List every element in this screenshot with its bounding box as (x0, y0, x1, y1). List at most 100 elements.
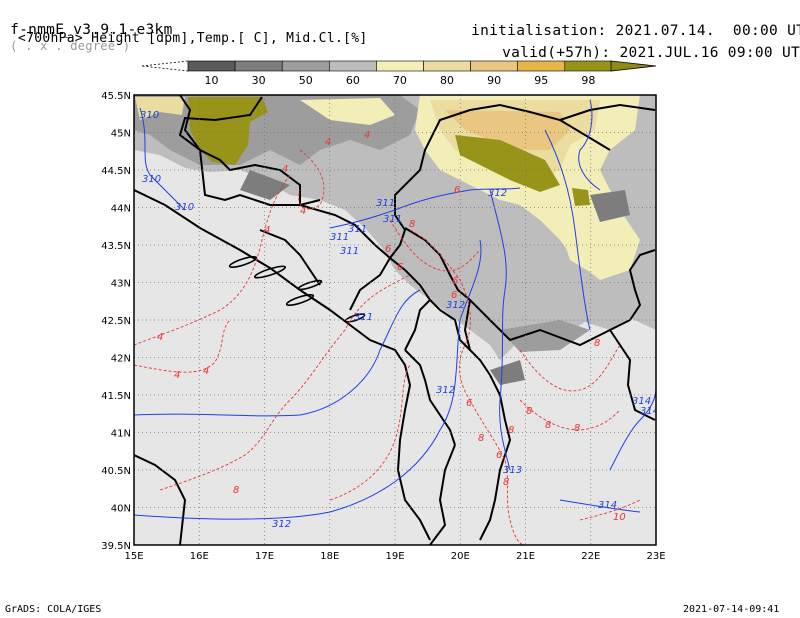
lat-tick-label: 40N (111, 504, 131, 515)
lat-tick-label: 44.5N (101, 166, 131, 177)
temp-contour-label: 6 (385, 244, 391, 255)
valid-label: valid(+57h): (502, 45, 611, 61)
height-contour-label: 311 (340, 246, 359, 257)
colorbar-high-triangle (610, 60, 657, 72)
height-contour-label: 311 (348, 224, 367, 235)
model-title: f-nmmE_v3.9.1-e3km ( . x . degree ) (0, 6, 173, 54)
lat-tick-label: 44N (111, 204, 131, 215)
temp-contour-label: 8 (508, 425, 514, 436)
lon-tick-label: 23E (646, 551, 665, 562)
colorbar-label: 50 (299, 74, 313, 87)
init-line: initialisation: 2021.07.14. 00:00 UTC (453, 7, 800, 39)
lon-tick-label: 19E (385, 551, 404, 562)
height-contour-label: 313 (503, 465, 522, 476)
lat-tick-label: 45N (111, 129, 131, 140)
lat-tick-label: 42N (111, 354, 131, 365)
footer-credit: GrADS: COLA/IGES (5, 604, 102, 615)
height-contour-label: 310 (175, 202, 194, 213)
temp-contour-label: 4 (157, 332, 163, 343)
height-contour-label: 311 (383, 214, 402, 225)
lat-tick-label: 43N (111, 279, 131, 290)
colorbar-cell (281, 60, 330, 72)
lat-tick-label: 41N (111, 429, 131, 440)
temp-contour-label: 8 (503, 477, 509, 488)
lon-axis: 15E 16E 17E 18E 19E 20E 21E 22E 23E (124, 551, 665, 562)
lat-tick-label: 41.5N (101, 391, 131, 402)
lon-tick-label: 17E (255, 551, 274, 562)
map-grid (134, 95, 656, 545)
height-contour-label: 314 (640, 406, 659, 417)
temp-contour-label: 4 (282, 164, 288, 175)
temp-contour-label: 10 (613, 512, 626, 523)
init-time: 2021.07.14. 00:00 UTC (615, 23, 800, 39)
level-fields: <700hPa> Height [dpm],Temp.[ C], Mid.Cl.… (18, 31, 368, 46)
temp-contour-label: 4 (264, 225, 270, 236)
colorbar-label: 95 (534, 74, 548, 87)
colorbar-cell (470, 60, 519, 72)
valid-time: 2021.JUL.16 09:00 UTC (619, 45, 800, 61)
height-contour-label: 310 (140, 110, 159, 121)
temperature-contours (134, 149, 641, 545)
model-unit: ( . x . degree ) (10, 39, 131, 53)
height-contour-label: 312 (446, 300, 465, 311)
lat-tick-label: 43.5N (101, 241, 131, 252)
lon-tick-label: 16E (190, 551, 209, 562)
colorbar-label: 80 (440, 74, 454, 87)
lon-tick-label: 21E (516, 551, 535, 562)
height-contour-label: 312 (272, 519, 291, 530)
temp-contour-label: 8 (233, 485, 239, 496)
colorbar-label: 10 (205, 74, 219, 87)
colorbar-label: 70 (393, 74, 407, 87)
colorbar-label: 30 (252, 74, 266, 87)
temp-contour-label: 8 (545, 420, 551, 431)
colorbar-cell (328, 60, 377, 72)
height-contour-label: 310 (142, 174, 161, 185)
colorbar-label: 98 (581, 74, 595, 87)
colorbar-cell (564, 60, 613, 72)
colorbar-cell (423, 60, 471, 72)
lon-tick-label: 22E (581, 551, 600, 562)
model-name: f-nmmE_v3.9.1-e3km (10, 22, 173, 38)
temp-contour-label: 8 (478, 433, 484, 444)
colorbar-low-triangle (141, 60, 189, 72)
temp-contour-label: 4 (174, 370, 180, 381)
height-contour-label: 314 (632, 396, 651, 407)
lat-tick-label: 39.5N (101, 541, 131, 552)
lat-axis: 45.5N 45N 44.5N 44N 43.5N 43N 42.5N 42N 41.5N 41N… (101, 91, 131, 552)
temp-contour-label: 6 (454, 185, 460, 196)
lon-tick-label: 18E (320, 551, 339, 562)
temp-contour-label: 8 (409, 219, 415, 230)
colorbar-cell (376, 60, 424, 72)
colorbar-cell (187, 60, 236, 72)
colorbar-label: 90 (487, 74, 501, 87)
colorbar: 10 30 50 60 70 80 90 95 98 (141, 60, 657, 87)
temp-contour-label: 4 (203, 366, 209, 377)
temp-contour-label: 4 (325, 137, 331, 148)
lat-tick-label: 40.5N (101, 466, 131, 477)
valid-line: valid(+57h): 2021.JUL.16 09:00 UTC (484, 29, 800, 61)
height-contour-label: 312 (488, 188, 507, 199)
height-contour-label: 311 (376, 198, 395, 209)
temp-contour-label: 4 (300, 206, 306, 217)
footer-timestamp: 2021-07-14-09:41 (683, 604, 780, 615)
colorbar-cell (517, 60, 566, 72)
init-label: initialisation: (471, 23, 607, 39)
temp-contour-label: 4 (364, 130, 370, 141)
temp-contour-label: 6 (397, 262, 403, 273)
temp-contour-label: 8 (594, 338, 600, 349)
colorbar-label: 60 (346, 74, 360, 87)
temp-contour-label: 6 (452, 276, 458, 287)
lon-tick-label: 15E (124, 551, 143, 562)
height-contour-label: 311 (330, 232, 349, 243)
temp-contour-label: 6 (466, 398, 472, 409)
height-contour-label: 311 (354, 312, 373, 323)
islands (228, 256, 366, 323)
lat-tick-label: 45.5N (101, 91, 131, 102)
height-contour-label: 312 (436, 385, 455, 396)
colorbar-cell (234, 60, 283, 72)
lon-tick-label: 20E (451, 551, 470, 562)
height-contour-label: 314 (598, 500, 617, 511)
temp-contour-label: 8 (574, 423, 580, 434)
